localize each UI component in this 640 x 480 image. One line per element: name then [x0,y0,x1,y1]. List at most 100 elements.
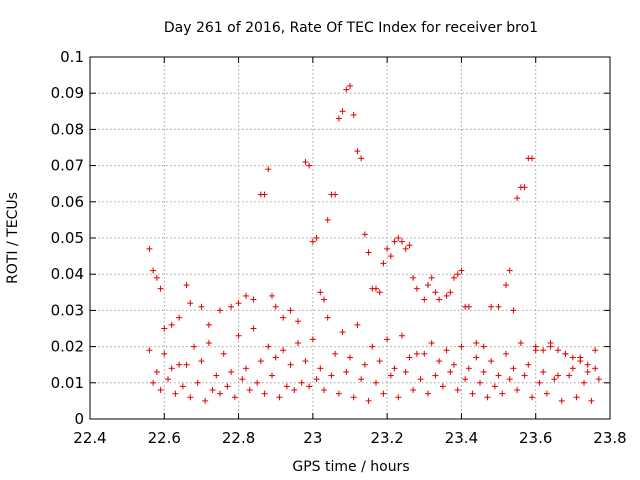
data-point [302,158,309,165]
data-point [514,387,521,394]
data-point [243,365,249,372]
data-point [153,274,160,281]
data-point [161,350,168,357]
data-point [183,361,190,368]
data-point [224,383,231,390]
data-point [343,86,350,93]
data-point [358,376,365,383]
data-point [384,336,391,343]
data-point [168,321,175,328]
data-point [176,314,183,321]
data-point [506,376,513,383]
data-point [499,390,506,397]
data-point [205,339,212,346]
grid-lines [90,57,610,419]
y-tick-label: 0.06 [51,193,84,211]
data-point [295,339,301,346]
data-point [399,332,405,339]
data-point [410,274,417,281]
data-point [295,318,301,325]
data-point [291,387,298,394]
data-point [358,155,365,162]
y-tick-label: 0 [74,410,84,428]
data-point [317,365,324,372]
data-point [313,376,320,383]
data-point [458,343,465,350]
data-point [458,267,465,274]
data-point [581,379,587,386]
data-point [506,267,513,274]
data-point [265,343,272,350]
data-point [402,245,409,252]
data-point [198,303,205,310]
data-point [480,343,487,350]
data-point [387,372,394,379]
data-point [473,354,480,361]
data-point [514,195,521,202]
data-point [421,296,428,303]
data-point [521,372,528,379]
data-point [257,358,264,365]
data-point [350,394,357,401]
data-point [168,365,175,372]
data-point [558,397,565,404]
data-point [157,387,164,394]
x-tick-label: 22.8 [222,429,255,447]
data-point [425,282,431,289]
data-point [343,368,350,375]
data-point [283,383,290,390]
data-point [194,379,201,386]
data-point [510,365,517,372]
data-point [387,253,394,260]
data-point [302,358,309,365]
y-axis-tick-labels: 0 0.01 0.02 0.03 0.04 0.05 0.06 0.07 0.08 0.09 0.1 [51,48,84,428]
x-tick-label: 23.8 [593,429,626,447]
data-point [577,354,584,361]
data-point [454,387,461,394]
data-point [555,372,561,379]
data-point [495,303,502,310]
data-point [517,339,524,346]
data-point [592,365,599,372]
data-point [536,379,543,386]
data-point [209,387,216,394]
data-point [146,245,153,252]
data-point [436,296,443,303]
data-point [562,350,569,357]
data-point [569,354,576,361]
y-tick-label: 0.05 [51,229,84,247]
data-point [569,365,576,372]
y-tick-label: 0.07 [51,157,84,175]
data-point [595,376,602,383]
data-point [317,289,324,296]
data-point [547,343,554,350]
data-point [373,285,379,292]
data-point [161,325,168,332]
y-tick-label: 0.01 [51,374,84,392]
data-point [157,285,164,292]
data-point [198,358,205,365]
data-point [491,383,498,390]
x-tick-label: 23.6 [519,429,552,447]
data-point [287,307,294,314]
data-point [480,368,487,375]
y-tick-label: 0.02 [51,338,84,356]
x-tick-label: 23.2 [370,429,403,447]
x-tick-label: 23.4 [445,429,478,447]
data-point [399,238,405,245]
data-point [361,361,368,368]
data-point [332,191,339,198]
data-point [573,394,580,401]
data-point [592,347,599,354]
data-point [146,347,153,354]
data-point [451,361,457,368]
data-point [354,321,361,328]
data-point [488,358,495,365]
data-point [228,303,235,310]
data-point [328,372,335,379]
data-point [365,249,372,256]
data-point [231,394,238,401]
data-point [384,245,391,252]
data-point [354,148,361,155]
